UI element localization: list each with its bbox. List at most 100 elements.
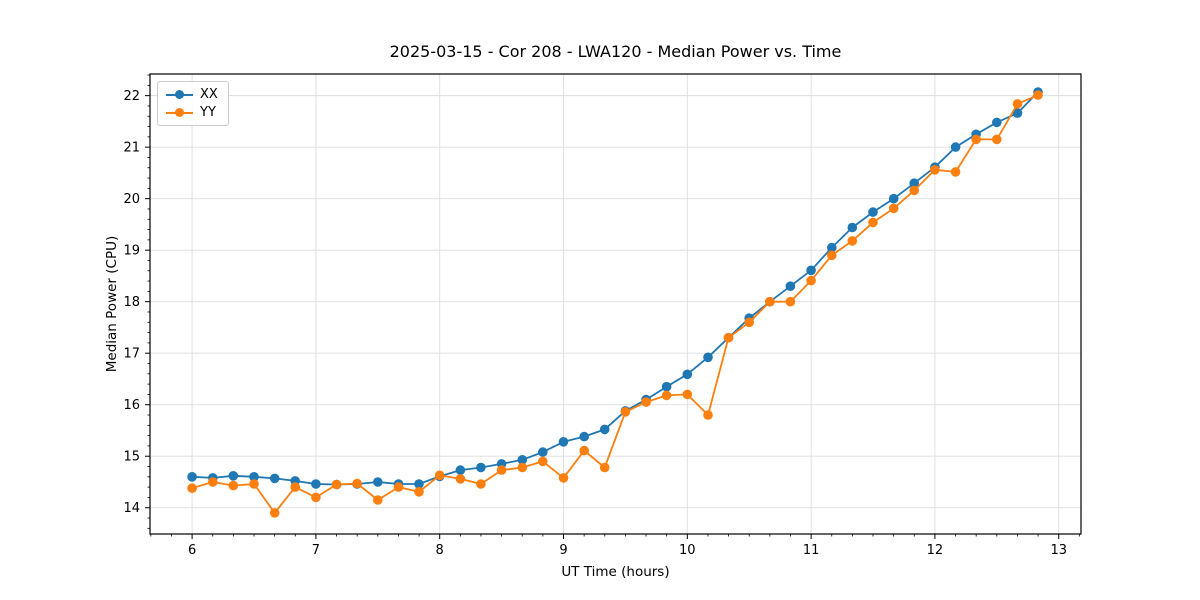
data-point (187, 483, 197, 494)
data-point (517, 462, 528, 473)
x-tick-label: 6 (188, 543, 196, 558)
data-point (311, 479, 321, 489)
data-point (496, 465, 507, 475)
major-ticks: 6 7 8 9 10 11 12 13 14 15 16 17 18 19 20 21 22 (123, 89, 1067, 558)
x-tick-label: 10 (679, 543, 696, 558)
y-tick-label: 17 (123, 347, 140, 362)
data-point (888, 193, 899, 204)
data-point (538, 456, 548, 467)
data-point (579, 445, 589, 456)
legend-item-yy: YY (166, 105, 218, 120)
data-point (228, 471, 239, 481)
legend-item-xx: XX (166, 87, 218, 102)
grid (150, 74, 1081, 534)
data-point (434, 470, 445, 481)
y-tick-label: 15 (123, 450, 140, 465)
data-point (476, 462, 486, 473)
legend-line-marker-icon (166, 107, 193, 118)
legend-label: XX (200, 87, 218, 102)
data-point (249, 479, 259, 489)
data-point (703, 410, 713, 420)
y-tick-label: 19 (123, 244, 140, 259)
data-point (517, 455, 528, 465)
y-tick-label: 18 (123, 295, 140, 310)
x-tick-label: 12 (927, 543, 944, 558)
data-point (703, 352, 713, 363)
data-point (785, 296, 796, 307)
data-point (950, 167, 961, 177)
data-point (992, 117, 1002, 128)
data-point (455, 465, 466, 475)
data-point (827, 242, 837, 253)
chart-title: 2025-03-15 - Cor 208 - LWA120 - Median P… (389, 42, 842, 61)
data-point (373, 495, 383, 505)
data-point (352, 478, 362, 489)
data-point (599, 462, 610, 473)
data-point (868, 217, 878, 228)
data-point (311, 492, 321, 503)
legend-label: YY (200, 105, 216, 120)
data-point (208, 477, 218, 487)
data-point (847, 222, 858, 233)
data-point (661, 381, 672, 392)
data-point (661, 390, 672, 401)
data-point (909, 185, 919, 196)
data-point (579, 431, 589, 442)
data-point (641, 397, 651, 407)
data-point (414, 479, 424, 489)
data-point (1033, 90, 1043, 100)
series-line (191, 94, 1039, 514)
y-tick-label: 14 (123, 501, 140, 516)
data-point (950, 142, 961, 152)
data-point (971, 134, 981, 145)
data-point (269, 473, 280, 484)
data-point (930, 165, 940, 175)
x-tick-label: 8 (436, 543, 444, 558)
y-tick-label: 22 (123, 89, 140, 104)
y-tick-label: 20 (123, 192, 140, 207)
data-point (682, 369, 693, 380)
data-point (269, 508, 280, 518)
plot-border (149, 73, 1082, 535)
data-point (909, 178, 919, 188)
x-tick-label: 7 (312, 543, 320, 558)
legend-dot-1 (175, 107, 184, 117)
data-point (868, 207, 878, 217)
y-tick-label: 16 (123, 398, 140, 413)
data-point (806, 265, 816, 276)
data-point (538, 447, 548, 457)
data-point (187, 472, 197, 482)
data-point (806, 275, 816, 286)
data-point (393, 482, 404, 492)
data-point (785, 281, 796, 292)
data-point (1012, 99, 1023, 109)
data-point (414, 487, 424, 497)
y-axis-label-text: Median Power (CPU) (104, 235, 120, 373)
data-point (744, 317, 754, 328)
data-point (476, 479, 486, 489)
data-point (682, 389, 693, 400)
data-point (847, 236, 858, 246)
series-line (192, 91, 1039, 486)
legend-dot-0 (175, 89, 184, 99)
x-tick-label: 13 (1050, 543, 1067, 558)
data-point (888, 203, 899, 214)
data-point (827, 250, 837, 261)
data-point (992, 134, 1002, 145)
x-axis-label: UT Time (hours) (561, 564, 670, 580)
data-point (620, 407, 631, 417)
data-point (331, 479, 342, 490)
data-point (228, 480, 239, 491)
series-yy (187, 90, 1043, 518)
x-tick-label: 11 (803, 543, 820, 558)
data-point (558, 437, 569, 447)
y-tick-label: 21 (123, 141, 140, 156)
x-tick-label: 9 (559, 543, 567, 558)
data-point (599, 424, 610, 435)
data-point (455, 474, 466, 484)
data-point (249, 472, 259, 482)
data-point (1012, 108, 1023, 118)
data-point (558, 473, 569, 483)
